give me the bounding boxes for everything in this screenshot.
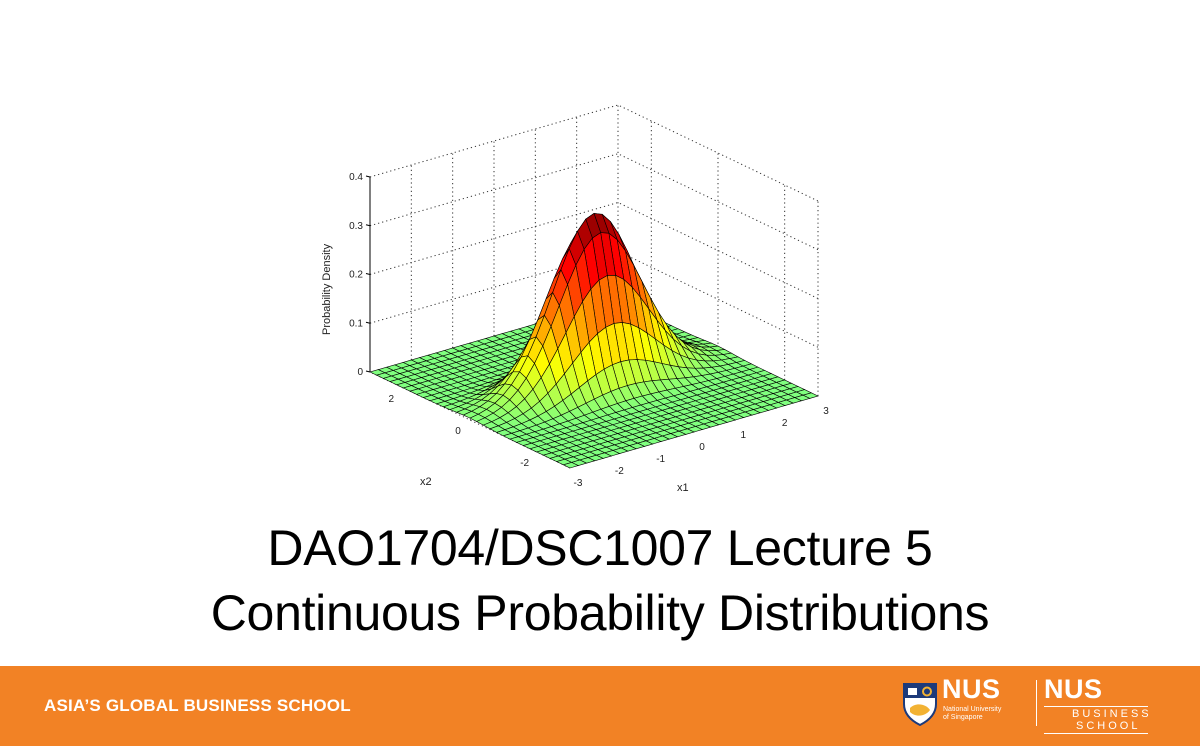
footer-tagline: ASIA’S GLOBAL BUSINESS SCHOOL bbox=[44, 696, 351, 715]
slide-title-line-1: DAO1704/DSC1007 Lecture 5 bbox=[267, 520, 933, 576]
svg-text:-2: -2 bbox=[615, 466, 624, 477]
nus-wordmark: NUS bbox=[942, 674, 1001, 704]
school-line-2: SCHOOL bbox=[1076, 720, 1141, 732]
y-axis-label: x2 bbox=[420, 476, 432, 488]
probability-density-surface-plot: 0 0.1 0.2 0.3 0.4 -3 -2 -1 0 1 2 3 -2 0 2 Probability … bbox=[321, 104, 829, 494]
x-axis-label: x1 bbox=[677, 482, 689, 494]
z-axis-label: Probability Density bbox=[321, 243, 333, 335]
svg-text:-2: -2 bbox=[520, 458, 529, 469]
svg-text:0.1: 0.1 bbox=[349, 318, 363, 329]
svg-text:0: 0 bbox=[357, 367, 363, 378]
nus-business-wordmark: NUS bbox=[1044, 674, 1103, 704]
svg-text:3: 3 bbox=[823, 406, 829, 417]
svg-text:0.4: 0.4 bbox=[349, 172, 363, 183]
svg-text:0: 0 bbox=[699, 442, 705, 453]
svg-text:-3: -3 bbox=[574, 478, 583, 489]
logo-divider bbox=[1036, 680, 1037, 726]
school-line-1: BUSINESS bbox=[1072, 708, 1152, 720]
logo-underline-2 bbox=[1044, 733, 1148, 734]
nus-subtitle-line-1: National University bbox=[943, 706, 1002, 713]
nus-logo: NUS National University of Singapore NUS… bbox=[902, 674, 1162, 736]
density-surface bbox=[369, 212, 819, 469]
svg-text:0.2: 0.2 bbox=[349, 270, 363, 281]
svg-text:0.3: 0.3 bbox=[349, 221, 363, 232]
slide-title-line-2: Continuous Probability Distributions bbox=[210, 585, 990, 641]
nus-crest-icon bbox=[903, 683, 937, 726]
svg-text:2: 2 bbox=[782, 418, 788, 429]
nus-subtitle-line-2: of Singapore bbox=[943, 714, 983, 721]
logo-underline-1 bbox=[1044, 706, 1148, 707]
axis-tick-labels: 0 0.1 0.2 0.3 0.4 -3 -2 -1 0 1 2 3 -2 0 2 bbox=[349, 172, 829, 489]
svg-text:1: 1 bbox=[741, 430, 747, 441]
svg-text:2: 2 bbox=[389, 394, 395, 405]
footer-banner: ASIA’S GLOBAL BUSINESS SCHOOL NUS Nation… bbox=[0, 666, 1200, 746]
svg-text:0: 0 bbox=[455, 426, 461, 437]
svg-text:-1: -1 bbox=[656, 454, 665, 465]
axes-lines bbox=[365, 175, 371, 373]
